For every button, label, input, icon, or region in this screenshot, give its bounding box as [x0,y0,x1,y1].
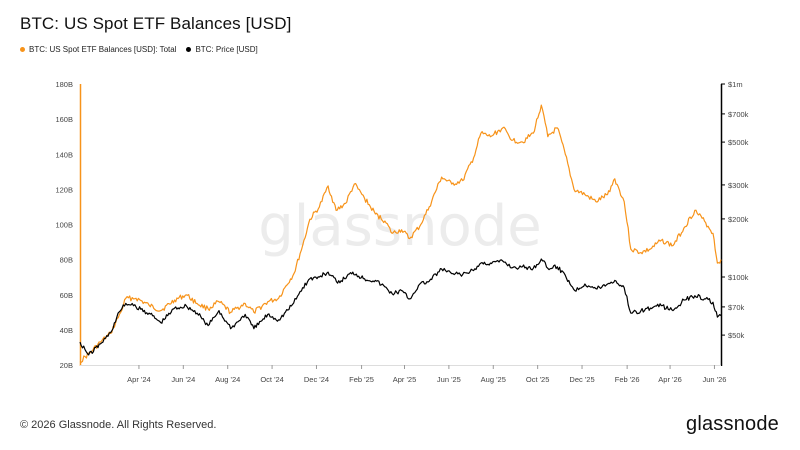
y-left-tick-label: 40B [60,326,73,335]
y-left-tick-label: 160B [55,115,73,124]
legend-label-etf-balances: BTC: US Spot ETF Balances [USD]: Total [29,45,177,54]
y-right-tick-label: $100k [728,273,749,282]
x-tick-label: Dec '24 [304,375,329,384]
y-right-tick-label: $700k [728,110,749,119]
watermark-text: glassnode [258,194,542,259]
y-right-tick-label: $1m [728,80,743,89]
chart-legend: BTC: US Spot ETF Balances [USD]: Total B… [20,45,258,54]
x-tick-label: Apr '24 [127,375,151,384]
x-tick-label: Oct '24 [260,375,284,384]
x-tick-label: Apr '26 [658,375,682,384]
y-left-tick-label: 80B [60,256,73,265]
x-tick-label: Jun '24 [171,375,195,384]
y-right-tick-label: $500k [728,138,749,147]
legend-label-btc-price: BTC: Price [USD] [195,45,258,54]
x-tick-label: Oct '25 [526,375,550,384]
y-left-tick-label: 120B [55,185,73,194]
x-tick-label: Apr '25 [393,375,417,384]
x-tick-label: Feb '25 [349,375,374,384]
y-right-tick-label: $200k [728,215,749,224]
y-left-tick-label: 140B [55,150,73,159]
legend-item-btc-price[interactable]: BTC: Price [USD] [186,45,258,54]
series-line-etf-balances [79,104,722,363]
x-tick-label: Aug '24 [215,375,240,384]
copyright-text: © 2026 Glassnode. All Rights Reserved. [20,419,217,431]
x-tick-label: Dec '25 [569,375,594,384]
y-right-tick-label: $70k [728,303,745,312]
x-tick-label: Jun '26 [702,375,726,384]
legend-item-etf-balances[interactable]: BTC: US Spot ETF Balances [USD]: Total [20,45,176,54]
series-line-btc-price [79,258,722,356]
page-title: BTC: US Spot ETF Balances [USD] [20,14,292,33]
glassnode-logo[interactable]: glassnode [686,413,779,435]
y-left-tick-label: 180B [55,80,73,89]
legend-swatch-orange-icon [20,47,25,52]
y-left-tick-label: 60B [60,291,73,300]
y-right-tick-label: $50k [728,331,745,340]
x-tick-label: Aug '25 [481,375,506,384]
x-tick-label: Feb '26 [615,375,640,384]
legend-swatch-black-icon [186,47,192,52]
y-right-tick-label: $300k [728,181,749,190]
y-left-tick-label: 100B [55,221,73,230]
y-left-tick-label: 20B [60,361,73,370]
x-tick-label: Jun '25 [437,375,461,384]
